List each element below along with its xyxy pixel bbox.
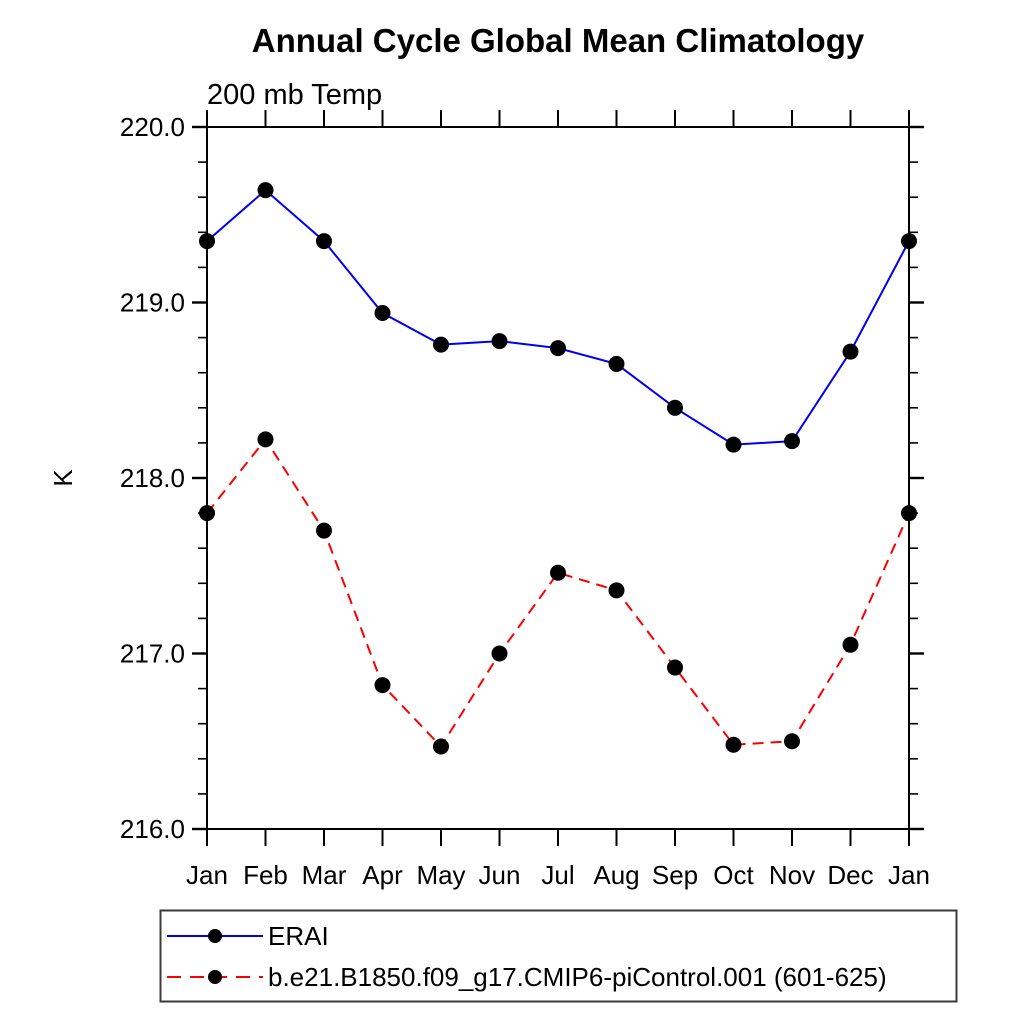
data-point-marker [433,336,449,353]
x-tick-label: Sep [652,860,698,890]
y-tick-label: 218.0 [120,463,185,493]
legend-box [159,909,958,1003]
data-point-marker [199,233,215,250]
data-point-marker [667,659,683,676]
x-tick-label: Nov [769,860,815,890]
data-point-marker [257,182,274,199]
data-point-marker [667,399,683,416]
data-point-marker [433,738,449,755]
data-point-marker [608,582,625,599]
legend-label: b.e21.B1850.f09_g17.CMIP6-piControl.001 … [268,962,887,992]
legend-marker [208,929,222,943]
chart-title: Annual Cycle Global Mean Climatology [252,22,865,59]
x-tick-label: Oct [713,860,754,890]
data-point-marker [725,736,742,753]
x-tick-label: Dec [827,860,873,890]
x-tick-label: Feb [243,860,288,890]
y-tick-label: 219.0 [120,288,185,318]
x-tick-label: Jan [888,860,930,890]
data-point-marker [491,645,508,662]
data-point-marker [608,355,625,372]
data-point-marker [784,433,800,450]
y-tick-labels: 216.0 217.0 218.0 219.0 220.0 [120,112,185,844]
x-tick-label: May [416,860,465,890]
data-point-marker [316,522,332,539]
data-point-marker [550,564,566,581]
x-tick-label: Jun [479,860,521,890]
data-point-marker [199,505,215,522]
legend-label: ERAI [268,921,329,951]
x-tick-label: Aug [593,860,639,890]
data-point-marker [374,305,391,322]
data-point-marker [316,233,332,250]
data-point-marker [901,505,917,522]
y-axis-unit-label: K [48,469,78,487]
data-point-marker [842,636,859,653]
x-tick-label: Mar [302,860,347,890]
series-line-0 [206,188,910,446]
y-tick-label: 220.0 [120,112,185,142]
y-tick-label: 216.0 [120,814,185,844]
data-point-marker [901,233,917,250]
x-tick-labels: Jan Feb Mar Apr May Jun Jul Aug Sep Oct Nov Dec Jan [186,860,930,890]
series-line-1 [206,437,910,749]
legend: ERAI b.e21.B1850.f09_g17.CMIP6-piControl.… [159,909,958,1003]
data-series [199,182,917,755]
data-point-marker [491,333,508,350]
legend-marker [208,970,222,984]
data-point-marker [257,431,274,448]
y-tick-label: 217.0 [120,639,185,669]
data-point-marker [550,340,566,357]
x-tick-label: Apr [362,860,403,890]
axis-ticks [192,110,924,846]
data-point-marker [842,343,859,360]
chart-subtitle: 200 mb Temp [207,79,382,111]
data-point-marker [784,733,800,750]
x-tick-label: Jul [541,860,574,890]
data-point-marker [374,677,391,694]
data-point-marker [725,436,742,453]
x-tick-label: Jan [186,860,228,890]
